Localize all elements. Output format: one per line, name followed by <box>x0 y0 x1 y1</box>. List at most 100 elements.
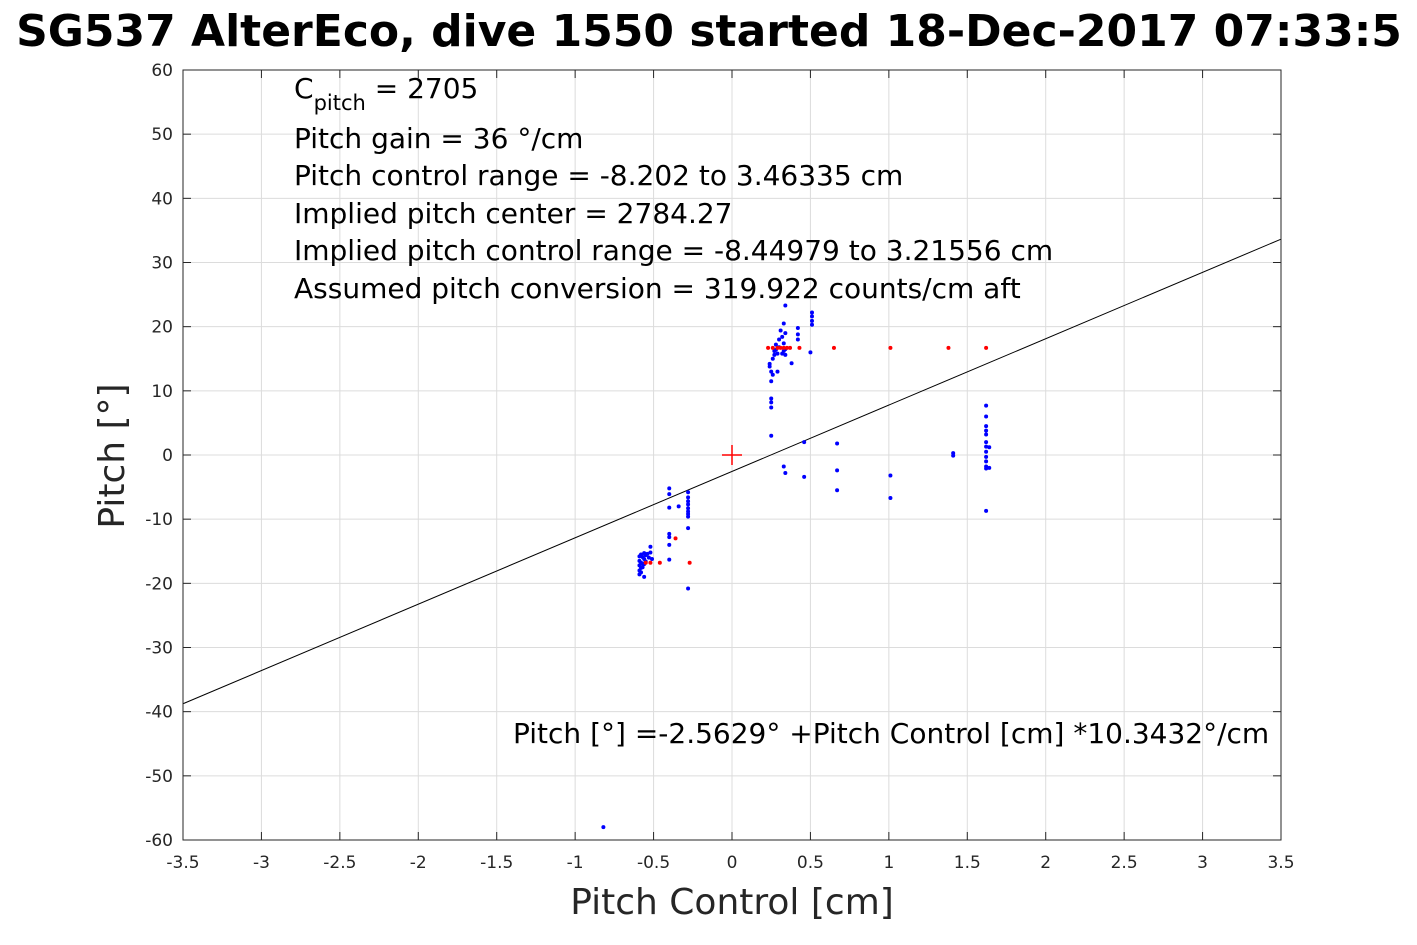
implied-center-annotation: Implied pitch center = 2784.27 <box>294 197 732 230</box>
data-point <box>687 560 692 565</box>
data-point <box>648 560 653 565</box>
data-point <box>808 350 813 355</box>
data-point <box>773 342 778 347</box>
x-tick-label: 2.5 <box>1111 853 1138 873</box>
x-axis-label: Pitch Control [cm] <box>570 882 894 923</box>
x-axis-ticks: -3.5 -3 -2.5 -2 -1.5 -1 -0.5 0 0.5 1 1.5 2 2.5 3 3.5 <box>166 70 1295 873</box>
data-point <box>775 369 780 374</box>
data-point <box>781 321 786 326</box>
data-point <box>946 345 951 350</box>
data-point <box>646 555 651 560</box>
data-point <box>780 334 785 339</box>
data-point <box>809 310 814 315</box>
data-point <box>802 474 807 479</box>
x-tick-label: -0.5 <box>637 853 670 873</box>
x-tick-label: -2.5 <box>323 853 356 873</box>
data-point <box>769 405 774 410</box>
data-point <box>648 544 653 549</box>
data-point <box>783 470 788 475</box>
data-point <box>770 372 775 377</box>
data-point <box>797 345 802 350</box>
data-point <box>783 303 788 308</box>
center-marker-group <box>722 445 742 465</box>
data-point <box>831 345 836 350</box>
data-point <box>686 526 691 531</box>
y-tick-label: -30 <box>145 639 173 659</box>
data-point <box>657 560 662 565</box>
data-point <box>984 403 989 408</box>
data-point <box>686 502 691 507</box>
data-point <box>676 504 681 509</box>
data-point <box>809 314 814 319</box>
data-point <box>770 356 775 361</box>
c-pitch-value: = 2705 <box>366 72 479 105</box>
data-point <box>984 449 989 454</box>
data-point <box>888 345 893 350</box>
data-point <box>686 506 691 511</box>
control-range-annotation: Pitch control range = -8.202 to 3.46335 … <box>294 159 903 192</box>
c-pitch-symbol: C <box>294 72 314 105</box>
data-point <box>769 433 774 438</box>
x-tick-label: -1 <box>567 853 584 873</box>
data-point <box>667 505 672 510</box>
data-point <box>783 352 788 357</box>
data-point <box>784 345 789 350</box>
data-point <box>987 465 992 470</box>
data-point <box>984 508 989 513</box>
x-tick-label: 3.5 <box>1267 853 1294 873</box>
data-point <box>809 322 814 327</box>
y-tick-label: 0 <box>162 446 173 466</box>
x-tick-label: 0.5 <box>797 853 824 873</box>
x-tick-label: 0 <box>727 853 738 873</box>
data-points <box>601 303 992 830</box>
data-point <box>667 542 672 547</box>
data-point <box>951 453 956 458</box>
data-point <box>802 440 807 445</box>
data-point <box>639 570 644 575</box>
data-point <box>775 351 780 356</box>
data-point <box>795 337 800 342</box>
y-tick-label: 40 <box>151 189 173 209</box>
data-point <box>984 454 989 459</box>
x-tick-label: 1.5 <box>954 853 981 873</box>
y-tick-label: 20 <box>151 318 173 338</box>
data-point <box>984 414 989 419</box>
y-tick-label: -40 <box>145 703 173 723</box>
x-tick-label: 2 <box>1040 853 1051 873</box>
data-point <box>770 345 775 350</box>
y-tick-label: -50 <box>145 767 173 787</box>
c-pitch-subscript: pitch <box>314 91 366 115</box>
y-tick-label: -10 <box>145 510 173 530</box>
data-point <box>642 574 647 579</box>
fit-equation-annotation: Pitch [°] =-2.5629° +Pitch Control [cm] … <box>513 717 1269 750</box>
x-tick-label: 1 <box>883 853 894 873</box>
data-point <box>766 345 771 350</box>
data-point <box>769 379 774 384</box>
data-point <box>772 352 777 357</box>
data-point <box>673 536 678 541</box>
data-point <box>640 565 645 570</box>
data-point <box>984 432 989 437</box>
y-tick-label: -60 <box>145 831 173 851</box>
y-tick-label: -20 <box>145 574 173 594</box>
data-point <box>650 556 655 561</box>
data-point <box>769 400 774 405</box>
x-tick-label: -1.5 <box>480 853 513 873</box>
data-point <box>686 514 691 519</box>
data-point <box>667 531 672 536</box>
data-point <box>835 468 840 473</box>
data-point <box>783 331 788 336</box>
y-tick-label: 10 <box>151 382 173 402</box>
data-point <box>775 345 780 350</box>
data-point <box>888 473 893 478</box>
data-point <box>686 499 691 504</box>
data-point <box>686 586 691 591</box>
fit-line <box>182 238 1282 705</box>
data-point <box>781 464 786 469</box>
c-pitch-annotation: Cpitch = 2705 <box>294 72 478 115</box>
data-point <box>767 364 772 369</box>
data-point <box>795 325 800 330</box>
data-point <box>781 341 786 346</box>
data-point <box>645 551 650 556</box>
data-point <box>984 424 989 429</box>
